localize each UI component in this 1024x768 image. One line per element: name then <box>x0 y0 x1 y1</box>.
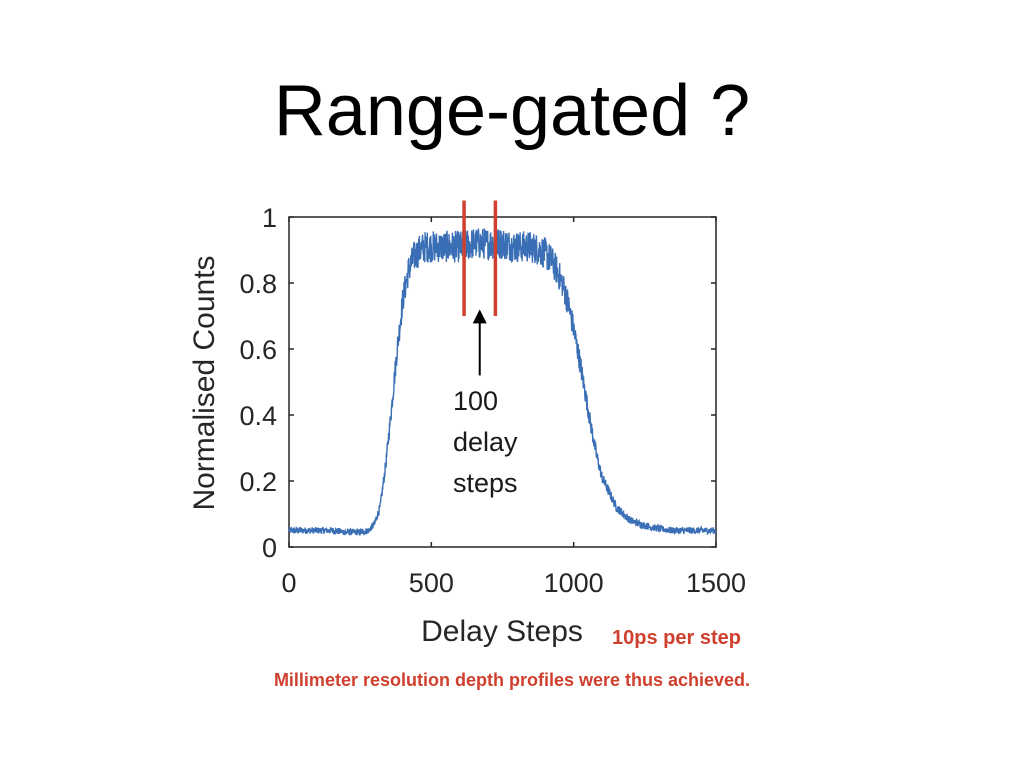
x-tick-label: 1000 <box>544 568 604 598</box>
x-axis: 0 500 1000 1500 <box>281 217 746 598</box>
y-tick-label: 0.8 <box>239 269 277 299</box>
y-tick-label: 0.2 <box>239 467 277 497</box>
plot-border <box>288 216 717 548</box>
x-tick-label: 0 <box>281 568 296 598</box>
y-tick-label: 1 <box>262 203 277 233</box>
y-tick-label: 0.4 <box>239 401 277 431</box>
gate-markers <box>462 200 498 316</box>
x-tick-label: 500 <box>409 568 454 598</box>
caption: Millimeter resolution depth profiles wer… <box>273 670 751 690</box>
x-axis-title: Delay Steps <box>421 615 583 648</box>
annotation-group: 100 delay steps <box>453 309 518 498</box>
step-note: 10ps per step <box>612 627 741 649</box>
slide-title: Range-gated ? <box>273 71 751 151</box>
y-tick-label: 0 <box>262 533 277 563</box>
y-axis: 0 0.2 0.4 0.6 0.8 1 <box>239 203 716 563</box>
annotation-text-line: steps <box>453 468 518 498</box>
series-line <box>288 228 717 537</box>
annotation-text-line: delay <box>453 427 518 457</box>
series-layer <box>288 228 717 537</box>
y-tick-label: 0.6 <box>239 335 277 365</box>
annotation-arrow-head <box>472 309 487 324</box>
plot-frame <box>288 216 717 548</box>
y-axis-title: Normalised Counts <box>188 255 221 510</box>
x-tick-label: 1500 <box>686 568 746 598</box>
annotation-text-line: 100 <box>453 386 498 416</box>
